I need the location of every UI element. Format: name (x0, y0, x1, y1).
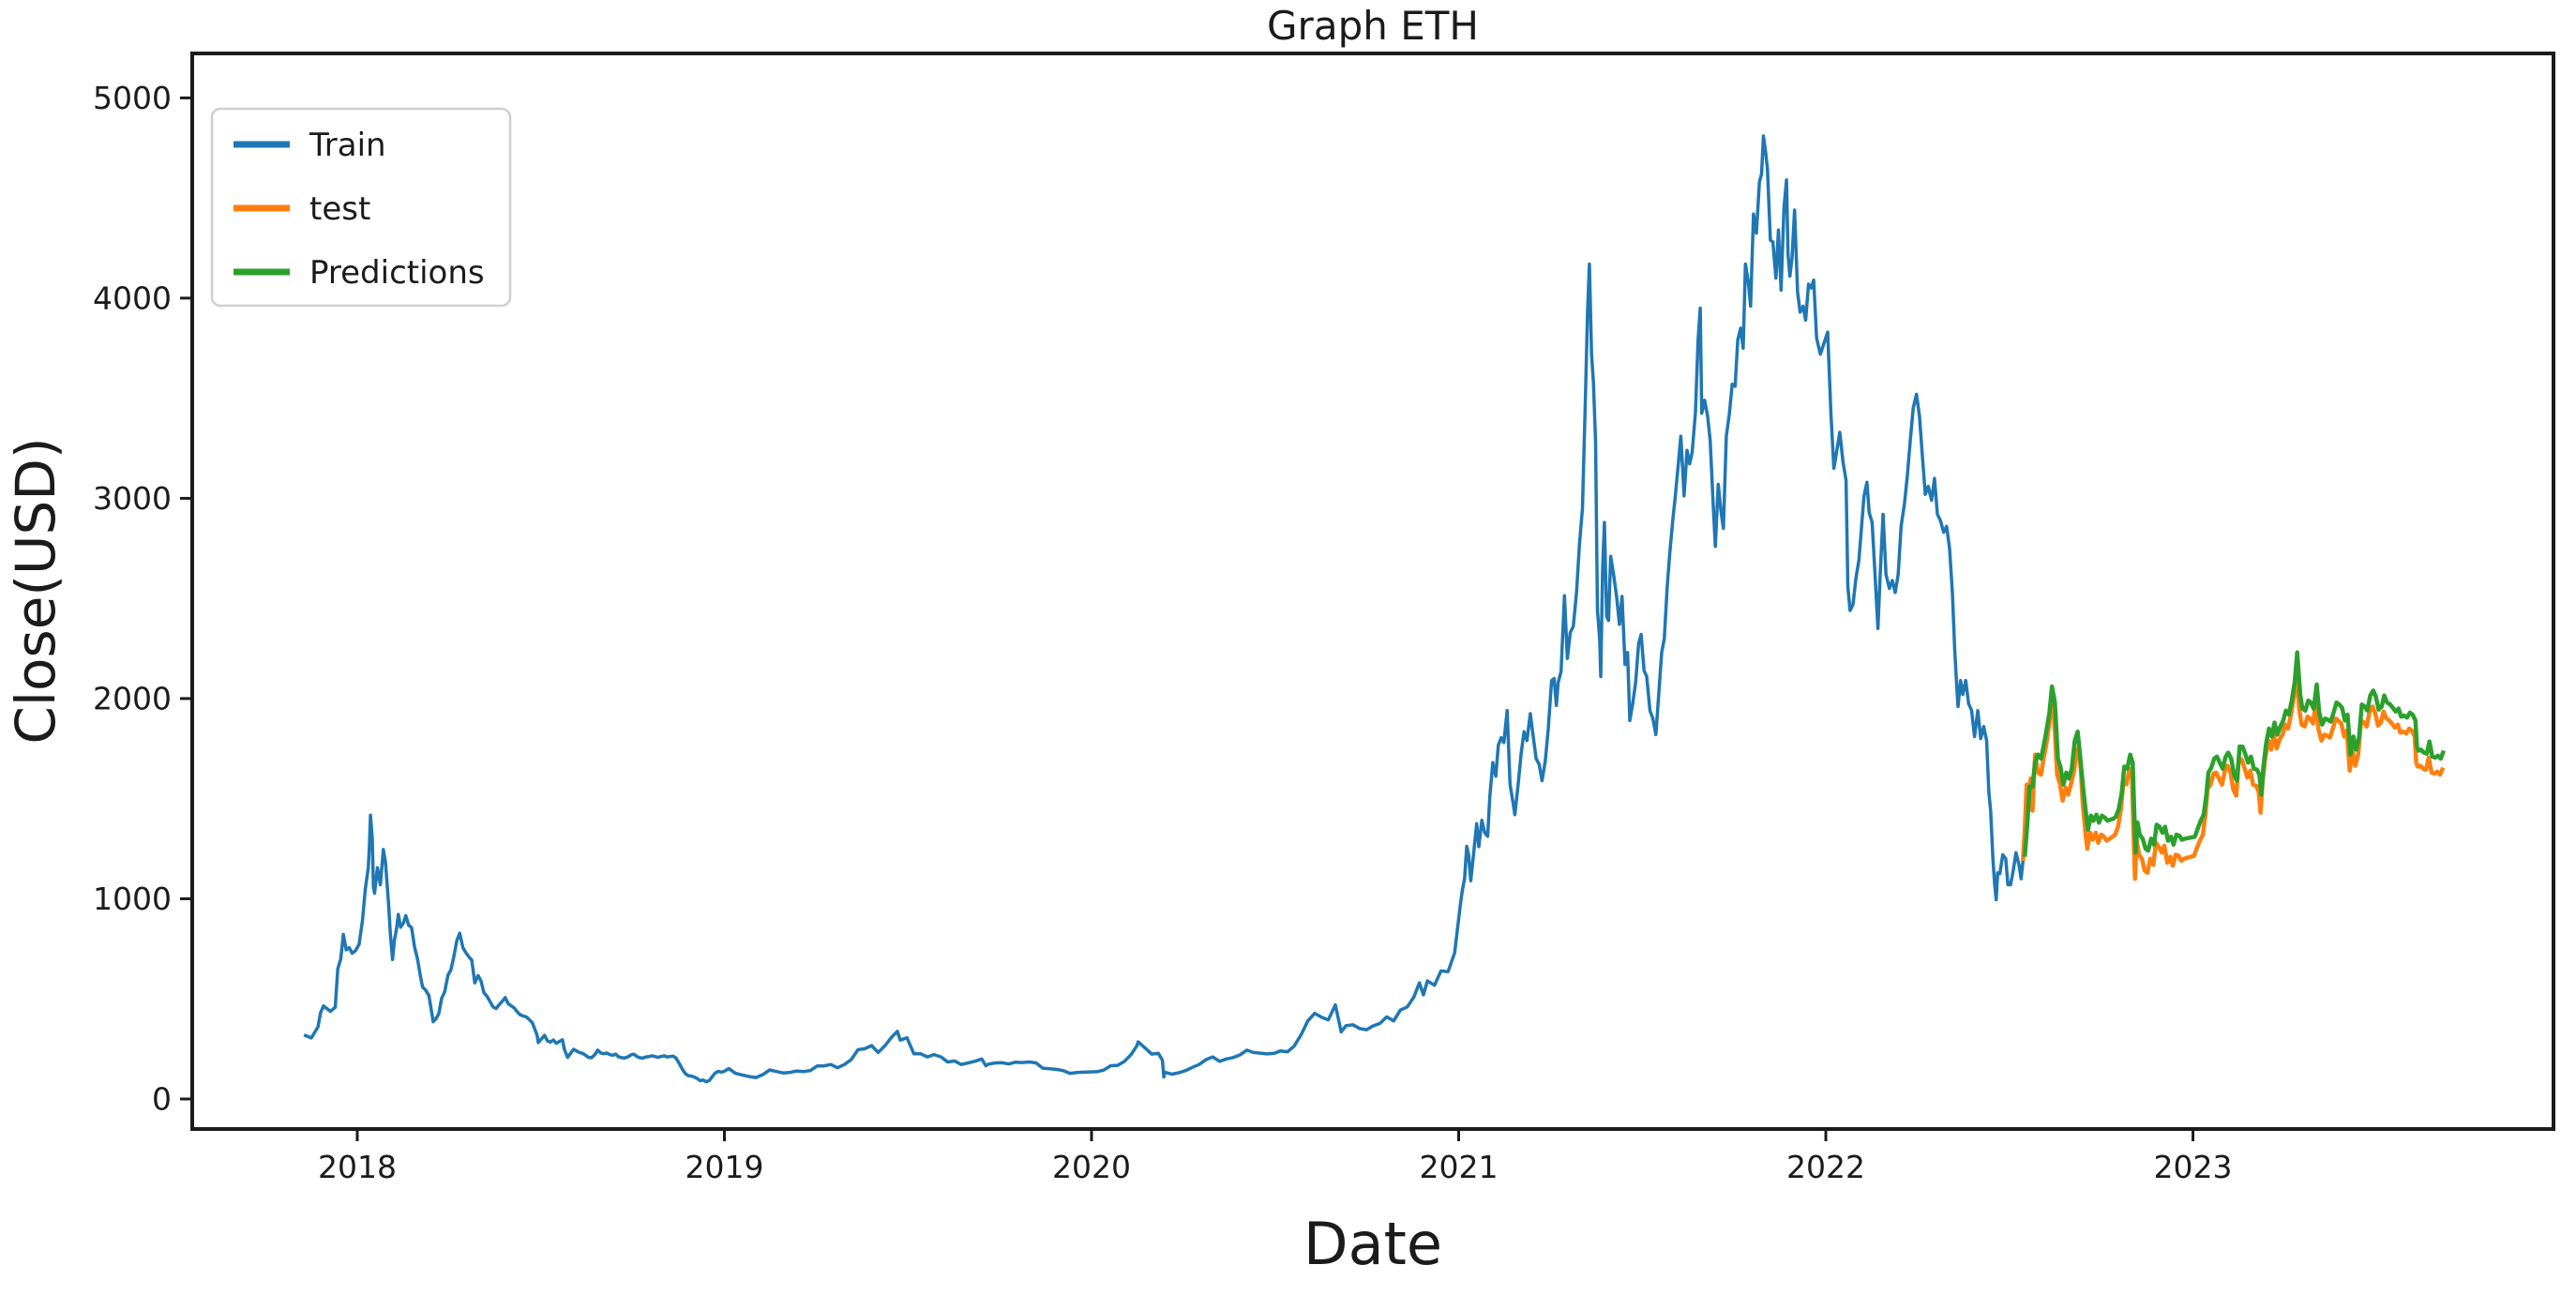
plot-frame (190, 52, 2555, 1131)
y-tick-label: 2000 (93, 680, 172, 716)
series-line-predictions (2022, 650, 2447, 857)
series-lines (303, 134, 2447, 1084)
x-tick-label: 2021 (1420, 1149, 1499, 1185)
y-tick-label: 5000 (93, 80, 172, 116)
x-tick-label: 2018 (318, 1149, 397, 1185)
y-tick-label: 0 (152, 1081, 172, 1118)
legend: Train test Predictions (210, 107, 512, 308)
x-tick-label: 2020 (1052, 1149, 1131, 1185)
y-axis-ticks: 0 1000 2000 3000 4000 5000 (93, 80, 192, 1118)
x-axis-label: Date (1303, 1210, 1442, 1278)
series-line-test (2021, 672, 2446, 881)
y-axis-label: Close(USD) (4, 437, 68, 744)
x-axis-ticks: 2018 2019 2020 2021 2022 2023 (318, 1129, 2233, 1185)
y-tick-label: 4000 (93, 279, 172, 316)
series-line-train (303, 134, 2026, 1084)
legend-box (210, 107, 512, 308)
y-tick-label: 1000 (93, 881, 172, 917)
x-tick-label: 2023 (2154, 1149, 2233, 1185)
legend-label-train: Train (309, 127, 386, 164)
x-tick-label: 2022 (1786, 1149, 1865, 1185)
chart-title: Graph ETH (1267, 3, 1479, 49)
x-tick-label: 2019 (685, 1149, 764, 1185)
legend-label-test: test (309, 190, 370, 228)
y-tick-label: 3000 (93, 480, 172, 517)
legend-label-predictions: Predictions (309, 254, 485, 292)
